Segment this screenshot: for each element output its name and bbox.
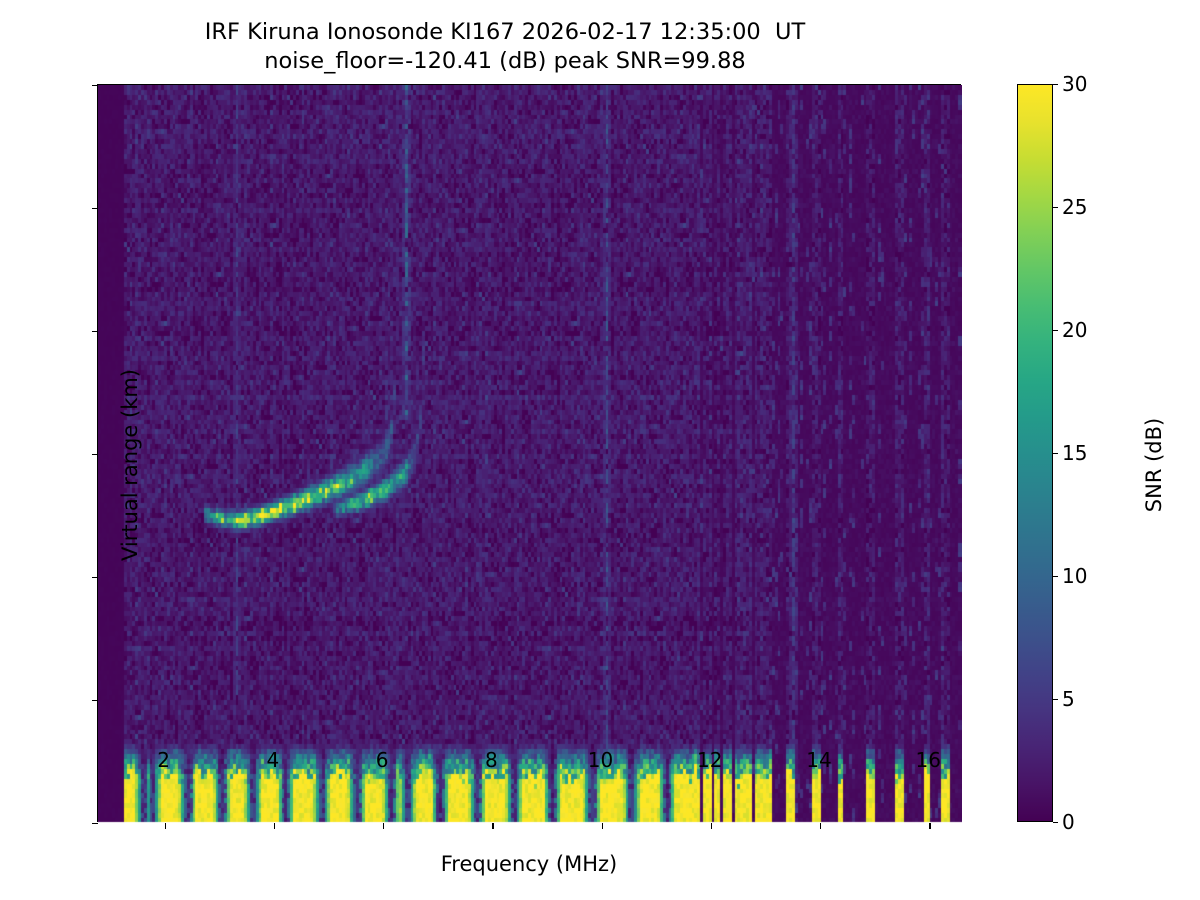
colorbar: 0 5 10 15 20 25 30 (1017, 72, 1087, 834)
title-line-2: noise_floor=-120.41 (dB) peak SNR=99.88 (264, 48, 746, 75)
x-ticklabel-2: 2 (157, 748, 170, 772)
colorbar-gradient (1017, 84, 1053, 822)
title-line-1: IRF Kiruna Ionosonde KI167 2026-02-17 12… (204, 19, 806, 45)
colorbar-tick-0 (1053, 822, 1058, 824)
colorbar-tick-25 (1053, 207, 1058, 209)
colorbar-tick-10 (1053, 576, 1058, 578)
x-ticklabel-14: 14 (806, 748, 832, 772)
x-tick-12 (710, 823, 713, 829)
y-axis-label: Virtual range (km) (118, 368, 142, 562)
y-tick-100 (92, 700, 98, 702)
x-tick-6 (383, 823, 385, 829)
x-ticklabel-8: 8 (484, 748, 498, 772)
x-tick-8 (492, 823, 494, 829)
x-tick-14 (820, 823, 822, 829)
x-ticklabel-12: 12 (697, 748, 723, 772)
y-tick-600 (92, 85, 98, 87)
y-tick-300 (92, 454, 98, 456)
y-tick-0 (92, 823, 98, 825)
plot-axes (92, 84, 962, 829)
colorbar-ticklabel-20: 20 (1062, 318, 1088, 342)
x-tick-4 (273, 823, 276, 829)
x-tick-2 (164, 823, 167, 829)
colorbar-ticklabel-5: 5 (1062, 687, 1075, 711)
x-tick-16 (929, 823, 931, 829)
colorbar-ticklabel-30: 30 (1062, 72, 1088, 96)
x-axis-label: Frequency (MHz) (440, 852, 618, 876)
x-ticklabel-16: 16 (915, 748, 941, 772)
x-ticklabel-10: 10 (587, 748, 614, 772)
ionogram-heatmap (98, 85, 962, 823)
x-ticklabel-4: 4 (266, 748, 280, 772)
colorbar-tick-30 (1053, 84, 1058, 86)
colorbar-ticklabel-10: 10 (1062, 564, 1088, 588)
figure-title: IRF Kiruna Ionosonde KI167 2026-02-17 12… (0, 18, 1010, 77)
colorbar-ticklabel-0: 0 (1062, 810, 1075, 834)
colorbar-label: SNR (dB) (1142, 417, 1166, 513)
colorbar-tick-5 (1053, 699, 1058, 701)
colorbar-ticklabel-25: 25 (1062, 195, 1088, 219)
colorbar-tick-20 (1053, 330, 1058, 332)
y-tick-400 (92, 331, 98, 333)
y-tick-200 (92, 577, 98, 579)
x-tick-10 (601, 823, 603, 829)
colorbar-tick-15 (1053, 453, 1058, 455)
x-ticklabel-6: 6 (375, 748, 389, 772)
y-tick-500 (92, 208, 98, 210)
colorbar-ticklabel-15: 15 (1062, 441, 1088, 465)
